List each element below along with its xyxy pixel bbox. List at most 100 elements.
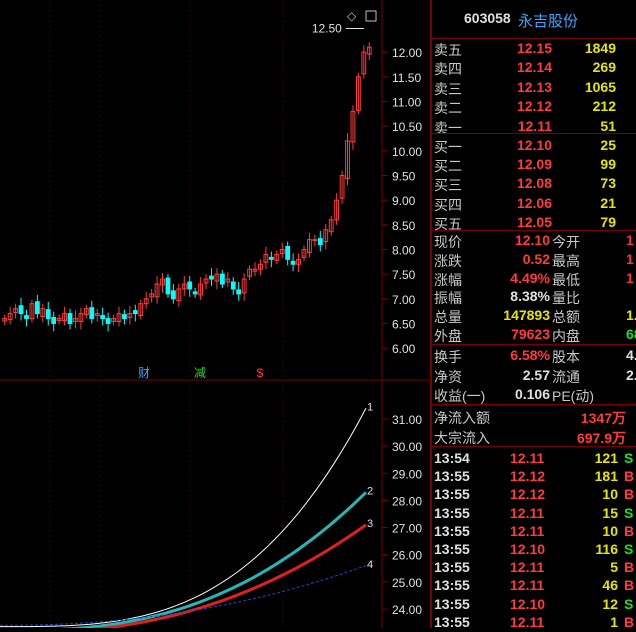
- ask-label: 卖五: [434, 42, 462, 58]
- tick-volume: 121: [594, 450, 618, 466]
- y-tick-label: 8.00: [392, 243, 416, 257]
- tick-time: 13:55: [434, 522, 470, 539]
- quote-value-2: 1: [626, 250, 634, 267]
- y-tick-label: 6.00: [392, 342, 416, 356]
- ask-price: 12.15: [516, 40, 552, 56]
- quote-label: 现价: [434, 234, 462, 250]
- candle-body: [312, 239, 318, 242]
- tick-volume: 10: [602, 522, 618, 539]
- tick-row[interactable]: 13:55 12.11 1 B: [432, 613, 636, 632]
- candle-body: [143, 298, 149, 305]
- candle-body: [89, 307, 95, 320]
- tick-volume: 10: [602, 486, 618, 503]
- bid-price: 12.09: [516, 156, 552, 173]
- tick-row[interactable]: 13:54 12.11 121 S: [432, 449, 636, 468]
- quote-value: 8.38%: [510, 288, 550, 305]
- candle-body: [241, 278, 247, 294]
- ask-volume: 51: [600, 117, 616, 134]
- ask-volume: 1849: [584, 40, 616, 56]
- divider: [432, 133, 636, 134]
- y-tick-label: 25.00: [392, 576, 422, 590]
- fundamental-value: 0.106: [514, 386, 550, 402]
- candle-body: [132, 310, 138, 315]
- candle-body: [154, 283, 160, 298]
- bid-row: 买一 12.10 25: [432, 136, 636, 155]
- fundamental-row: 换手 6.58%股本 4.: [432, 346, 636, 365]
- fundamental-label-2: PE(动): [552, 388, 594, 404]
- candle-body: [51, 317, 57, 324]
- ask-price: 12.11: [517, 117, 552, 134]
- diamond-icon: ◇: [347, 9, 357, 23]
- y-tick-label: 7.50: [392, 268, 416, 282]
- tick-row[interactable]: 13:55 12.11 46 B: [432, 576, 636, 595]
- candle-body: [345, 140, 350, 179]
- candle-body: [116, 313, 122, 322]
- fundamental-value-2: 4.: [626, 347, 636, 363]
- ask-label: 卖四: [434, 61, 462, 78]
- bid-volume: 25: [600, 137, 616, 153]
- y-tick-label: 26.00: [392, 549, 422, 563]
- tick-row[interactable]: 13:55 12.11 5 B: [432, 558, 636, 577]
- candle-body: [78, 313, 84, 322]
- quote-label-2: 量比: [552, 290, 580, 307]
- candle-body: [127, 313, 133, 319]
- quote-label-2: 今开: [552, 234, 580, 250]
- tick-volume: 1: [610, 613, 618, 630]
- flow-label: 净流入额: [434, 410, 490, 426]
- candle-body: [181, 283, 187, 290]
- candle-body: [111, 318, 116, 322]
- tick-row[interactable]: 13:55 12.11 15 S: [432, 504, 636, 523]
- tick-side: B: [624, 522, 635, 539]
- quote-row: 涨幅 4.49% 最低 1: [432, 269, 636, 288]
- candle-body: [100, 315, 106, 320]
- flow-row: 大宗流入 697.9万: [432, 427, 636, 446]
- candle-body: [7, 313, 13, 321]
- y-tick-label: 11.50: [392, 71, 421, 85]
- tick-volume: 46: [602, 577, 618, 594]
- tick-row[interactable]: 13:55 12.12 181 B: [432, 467, 636, 486]
- bid-row: 买五 12.05 79: [432, 213, 636, 232]
- tick-row[interactable]: 13:55 12.11 10 B: [432, 522, 636, 541]
- ask-label: 卖一: [434, 119, 462, 136]
- line-label: 2: [367, 486, 373, 498]
- candle-body: [247, 268, 252, 277]
- quote-value: 79623: [511, 326, 550, 342]
- fundamental-label: 净资: [434, 368, 462, 385]
- tick-side: S: [624, 450, 634, 466]
- candle-body: [203, 278, 209, 284]
- y-tick-label: 9.50: [392, 169, 416, 183]
- tick-time: 13:55: [434, 504, 470, 521]
- divider: [432, 404, 636, 405]
- tick-price: 12.11: [510, 613, 545, 630]
- flow-row: 净流入额 1347万: [432, 407, 636, 426]
- quote-label: 振幅: [434, 290, 462, 307]
- y-tick-label: 30.00: [392, 440, 422, 454]
- bid-price: 12.08: [516, 175, 552, 192]
- tick-price: 12.12: [510, 468, 546, 485]
- event-marker: 财: [138, 366, 150, 380]
- y-tick-label: 9.00: [392, 194, 416, 208]
- y-tick-label: 29.00: [392, 467, 422, 481]
- bid-price: 12.05: [516, 213, 552, 230]
- tick-price: 12.11: [510, 577, 545, 594]
- candle-body: [334, 199, 340, 221]
- tick-side: B: [624, 577, 635, 594]
- ask-row: 卖二 12.12 212: [432, 97, 636, 116]
- bid-label: 买五: [434, 215, 462, 232]
- divider: [432, 446, 636, 447]
- quote-label-2: 最低: [552, 271, 580, 288]
- tick-row[interactable]: 13:55 12.10 116 S: [432, 540, 636, 559]
- line-label: 1: [367, 401, 373, 413]
- tick-price: 12.10: [510, 541, 546, 557]
- tick-price: 12.10: [510, 595, 546, 612]
- ask-row: 卖四 12.14 269: [432, 58, 636, 77]
- divider: [432, 344, 636, 345]
- tick-row[interactable]: 13:55 12.10 12 S: [432, 595, 636, 614]
- event-marker: $: [257, 366, 264, 380]
- tick-row[interactable]: 13:55 12.12 10 B: [432, 485, 636, 504]
- quote-value-2: 1.: [626, 307, 636, 324]
- y-tick-label: 12.00: [392, 46, 422, 60]
- tick-time: 13:55: [434, 486, 470, 503]
- ask-volume: 1065: [584, 78, 616, 95]
